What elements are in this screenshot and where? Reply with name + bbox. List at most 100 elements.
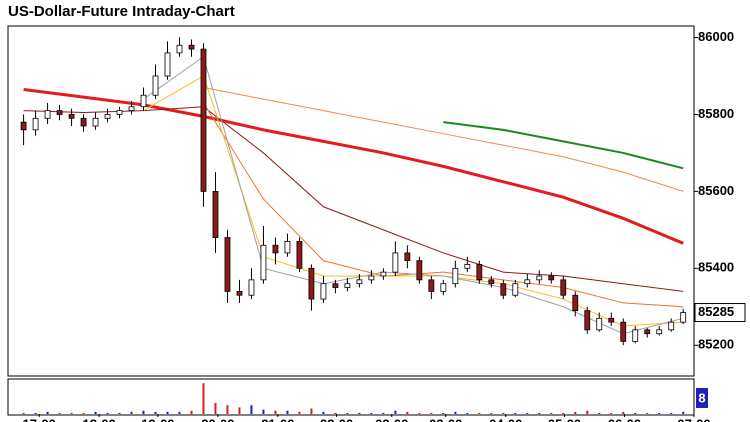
candle-body bbox=[248, 279, 255, 296]
volume-bar bbox=[214, 403, 217, 414]
volume-bar bbox=[142, 410, 145, 414]
candle-body bbox=[524, 279, 531, 285]
candle-body bbox=[404, 252, 411, 262]
candle-body bbox=[584, 310, 591, 331]
candle-body bbox=[128, 106, 135, 112]
average-line bbox=[143, 55, 684, 335]
x-tick-label: 22:00 bbox=[320, 416, 353, 422]
candle-body bbox=[212, 190, 219, 238]
candle-body bbox=[428, 279, 435, 292]
volume-bar bbox=[526, 412, 529, 414]
candle-body bbox=[488, 279, 495, 285]
volume-bar bbox=[46, 411, 49, 414]
volume-bar bbox=[406, 411, 409, 414]
volume-bar bbox=[250, 405, 253, 414]
volume-bar bbox=[382, 412, 385, 414]
x-tick-label: 07:00 bbox=[677, 416, 710, 422]
candle-body bbox=[164, 52, 171, 77]
x-tick-label: 02:00 bbox=[375, 416, 408, 422]
candle-body bbox=[104, 114, 111, 119]
volume-bar bbox=[562, 412, 565, 414]
candle-body bbox=[644, 329, 651, 335]
volume-bar bbox=[166, 411, 169, 414]
volume-bar bbox=[226, 405, 229, 414]
candle-body bbox=[320, 283, 327, 300]
candle-body bbox=[344, 283, 351, 288]
x-tick-label: 19:00 bbox=[141, 416, 174, 422]
volume-bar bbox=[154, 411, 157, 414]
volume-bar bbox=[514, 412, 517, 414]
volume-bar bbox=[442, 412, 445, 414]
x-tick-label: 18:00 bbox=[83, 416, 116, 422]
volume-bar bbox=[598, 412, 601, 414]
average-line bbox=[203, 87, 684, 192]
candle-body bbox=[296, 240, 303, 269]
y-tick-label: 86000 bbox=[698, 29, 734, 44]
average-line bbox=[203, 102, 684, 308]
volume-bar bbox=[118, 412, 121, 414]
volume-bar bbox=[322, 411, 325, 414]
volume-bar bbox=[358, 412, 361, 414]
candle-body bbox=[224, 237, 231, 292]
average-line bbox=[23, 87, 684, 245]
volume-bar bbox=[58, 412, 61, 414]
volume-bar bbox=[298, 411, 301, 414]
candle-body bbox=[236, 290, 243, 296]
candle-body bbox=[272, 244, 279, 254]
volume-bar bbox=[574, 411, 577, 414]
volume-bar bbox=[538, 412, 541, 414]
volume-bar bbox=[466, 412, 469, 414]
candle-body bbox=[284, 240, 291, 254]
volume-bar bbox=[178, 411, 181, 414]
volume-bar bbox=[394, 410, 397, 414]
candle-body bbox=[452, 267, 459, 285]
volume-bar bbox=[334, 412, 337, 414]
candle-body bbox=[596, 317, 603, 331]
y-tick-label: 85400 bbox=[698, 260, 734, 275]
volume-bar bbox=[478, 412, 481, 414]
x-tick-label: 05:00 bbox=[548, 416, 581, 422]
volume-axis-label: 8 bbox=[698, 390, 705, 405]
candle-body bbox=[380, 271, 387, 277]
candle-body bbox=[32, 117, 39, 131]
candle-body bbox=[200, 48, 207, 192]
volume-axis-box bbox=[696, 388, 708, 408]
volume-bar bbox=[70, 412, 73, 414]
candle-body bbox=[44, 110, 51, 119]
candle-body bbox=[308, 267, 315, 300]
volume-bar bbox=[262, 409, 265, 414]
last-price-label: 85285 bbox=[698, 304, 734, 319]
x-tick-label: 20:00 bbox=[201, 416, 234, 422]
chart-title: US-Dollar-Future Intraday-Chart bbox=[8, 3, 235, 20]
volume-bar bbox=[622, 411, 625, 414]
x-tick-label: 17:00 bbox=[23, 416, 56, 422]
candle-body bbox=[536, 275, 543, 281]
volume-bar bbox=[82, 412, 85, 414]
volume-bar bbox=[34, 412, 37, 414]
average-line bbox=[443, 121, 684, 170]
candle-body bbox=[548, 275, 555, 281]
volume-bar bbox=[586, 410, 589, 414]
volume-bar bbox=[106, 412, 109, 414]
candle-body bbox=[680, 312, 687, 323]
y-tick-label: 85800 bbox=[698, 106, 734, 121]
volume-bar bbox=[286, 410, 289, 414]
volume-bar bbox=[454, 411, 457, 414]
candle-body bbox=[176, 44, 183, 54]
candle-body bbox=[20, 121, 27, 131]
x-tick-label: 03:00 bbox=[429, 416, 462, 422]
candle-body bbox=[140, 94, 147, 108]
volume-panel bbox=[7, 378, 695, 416]
candle-body bbox=[68, 114, 75, 119]
volume-bar bbox=[418, 412, 421, 414]
average-line bbox=[143, 75, 684, 327]
candle-body bbox=[620, 321, 627, 342]
volume-bar bbox=[502, 412, 505, 414]
candle-body bbox=[92, 117, 99, 127]
candle-body bbox=[464, 264, 471, 269]
volume-bar bbox=[550, 412, 553, 414]
volume-bar bbox=[94, 411, 97, 414]
volume-bar bbox=[238, 407, 241, 414]
candle-body bbox=[500, 283, 507, 296]
